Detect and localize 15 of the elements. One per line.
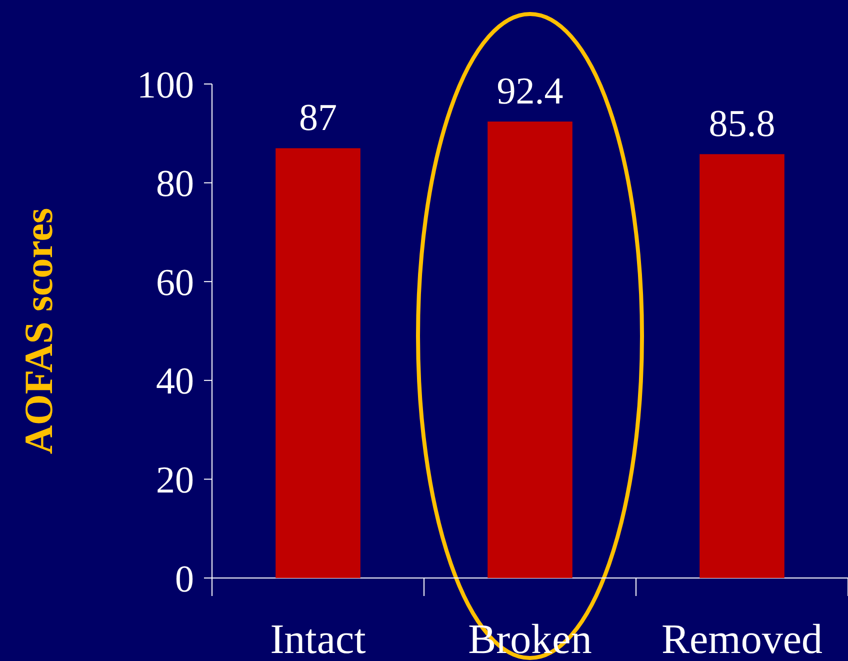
y-tick-label: 100 <box>137 64 194 106</box>
y-axis-title: AOFAS scores <box>16 208 61 454</box>
y-tick-label: 40 <box>156 360 194 403</box>
y-tick-label: 60 <box>156 262 194 304</box>
data-label: 92.4 <box>496 70 564 113</box>
x-tick-label: Intact <box>270 617 366 661</box>
data-label: 85.8 <box>708 103 776 146</box>
bar <box>488 122 572 578</box>
y-tick-label: 80 <box>156 163 194 206</box>
y-tick-label: 20 <box>156 460 194 502</box>
data-label: 87 <box>299 97 337 140</box>
x-tick-label: Removed <box>662 617 822 661</box>
bar <box>276 148 360 578</box>
bar <box>700 154 784 578</box>
y-tick-label: 0 <box>175 558 194 600</box>
